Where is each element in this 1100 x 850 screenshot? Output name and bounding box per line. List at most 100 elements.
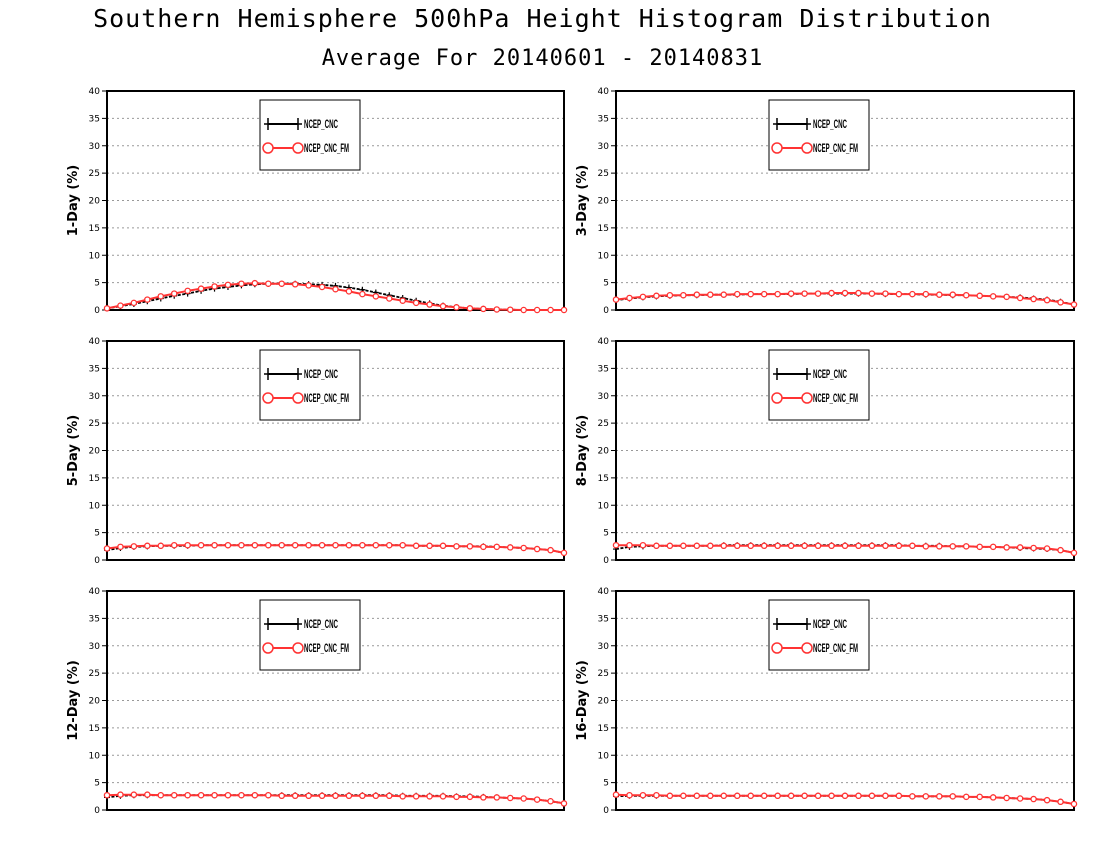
data-point bbox=[117, 543, 124, 551]
legend-label: NCEP_CNC_FM bbox=[304, 641, 349, 655]
data-point bbox=[439, 302, 447, 310]
data-point bbox=[426, 301, 433, 308]
data-point bbox=[680, 542, 687, 550]
data-point bbox=[1016, 544, 1024, 551]
data-point bbox=[480, 305, 487, 313]
data-point bbox=[238, 541, 245, 549]
data-point bbox=[1070, 800, 1078, 808]
y-tick-label: 20 bbox=[89, 197, 101, 207]
data-point bbox=[787, 792, 795, 800]
data-point bbox=[386, 792, 393, 800]
legend-marker bbox=[771, 392, 783, 404]
data-point bbox=[265, 791, 272, 799]
data-point bbox=[117, 302, 124, 309]
y-tick-label: 0 bbox=[603, 306, 609, 316]
legend-label: NCEP_CNC_FM bbox=[304, 141, 349, 155]
y-tick-label: 30 bbox=[598, 142, 610, 152]
legend: NCEP_CNC NCEP_CNC_FM bbox=[768, 99, 870, 171]
data-point bbox=[399, 297, 406, 304]
legend-marker bbox=[803, 618, 811, 630]
data-point bbox=[453, 793, 460, 801]
data-point bbox=[1043, 296, 1051, 304]
legend-marker bbox=[294, 368, 302, 380]
legend: NCEP_CNC NCEP_CNC_FM bbox=[259, 349, 361, 421]
data-point bbox=[359, 541, 366, 549]
legend-marker bbox=[294, 118, 302, 130]
y-tick-label: 30 bbox=[598, 642, 610, 652]
y-tick-label: 40 bbox=[89, 587, 101, 597]
data-point bbox=[989, 293, 997, 300]
y-tick-label: 35 bbox=[89, 614, 100, 624]
legend-marker bbox=[294, 618, 302, 630]
data-point bbox=[774, 542, 781, 550]
data-point bbox=[493, 306, 501, 313]
y-tick-label: 20 bbox=[598, 447, 610, 457]
data-point bbox=[760, 792, 768, 800]
data-point bbox=[1057, 798, 1064, 806]
y-tick-label: 5 bbox=[603, 279, 609, 289]
data-point bbox=[170, 541, 178, 549]
data-point bbox=[855, 542, 862, 550]
y-tick-label: 20 bbox=[89, 447, 101, 457]
data-point bbox=[386, 295, 393, 302]
data-point bbox=[909, 290, 916, 298]
data-point bbox=[733, 792, 741, 800]
data-point bbox=[680, 792, 687, 800]
data-point bbox=[332, 285, 339, 293]
data-point bbox=[1057, 299, 1064, 306]
data-point bbox=[211, 791, 218, 799]
data-point bbox=[224, 541, 232, 549]
data-point bbox=[144, 791, 151, 798]
data-point bbox=[291, 281, 299, 288]
data-point bbox=[493, 543, 501, 551]
data-point bbox=[305, 541, 312, 549]
data-point bbox=[841, 792, 849, 800]
data-point bbox=[547, 546, 554, 554]
legend-label: NCEP_CNC bbox=[304, 617, 338, 631]
data-point bbox=[412, 299, 420, 307]
data-point bbox=[909, 542, 916, 550]
data-point bbox=[680, 291, 687, 299]
y-tick-label: 25 bbox=[89, 419, 100, 429]
data-point bbox=[1003, 293, 1010, 301]
data-point bbox=[426, 793, 433, 800]
data-point bbox=[305, 282, 312, 289]
plot-frame bbox=[615, 340, 1075, 561]
data-point bbox=[359, 792, 366, 800]
y-tick-label: 35 bbox=[598, 614, 609, 624]
legend-label: NCEP_CNC_FM bbox=[813, 391, 858, 405]
data-point bbox=[774, 290, 781, 298]
data-point bbox=[238, 791, 245, 799]
y-tick-label: 5 bbox=[94, 529, 100, 539]
data-point bbox=[841, 542, 849, 550]
data-point bbox=[412, 793, 420, 800]
legend-marker bbox=[773, 368, 781, 380]
data-point bbox=[626, 294, 633, 302]
y-tick-label: 10 bbox=[598, 251, 610, 261]
data-point bbox=[1003, 794, 1010, 802]
data-point bbox=[265, 280, 272, 287]
y-tick-label: 40 bbox=[89, 87, 101, 97]
data-point bbox=[345, 541, 353, 549]
y-tick-label: 40 bbox=[598, 337, 610, 347]
y-tick-label: 35 bbox=[598, 364, 609, 374]
y-tick-label: 0 bbox=[603, 806, 609, 816]
plot-frame bbox=[615, 590, 1075, 811]
data-point bbox=[386, 541, 393, 549]
y-tick-label: 30 bbox=[89, 642, 101, 652]
legend: NCEP_CNC NCEP_CNC_FM bbox=[768, 349, 870, 421]
y-tick-label: 25 bbox=[89, 669, 100, 679]
data-point bbox=[774, 792, 781, 800]
data-point bbox=[144, 296, 151, 303]
data-point bbox=[962, 793, 970, 801]
y-tick-label: 40 bbox=[89, 337, 101, 347]
data-point bbox=[868, 290, 876, 297]
data-point bbox=[332, 541, 339, 549]
data-point bbox=[453, 304, 460, 311]
data-point bbox=[1016, 294, 1024, 302]
data-point bbox=[547, 797, 554, 805]
data-point bbox=[560, 549, 568, 557]
